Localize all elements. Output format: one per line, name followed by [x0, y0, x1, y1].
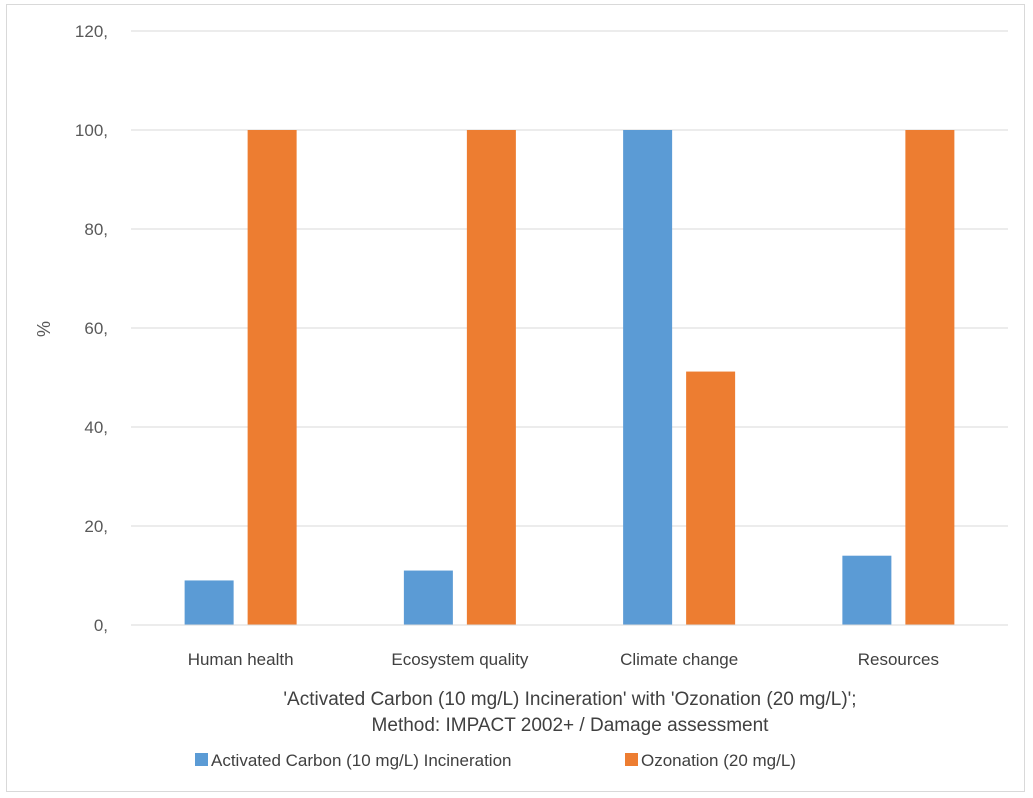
category-label: Climate change — [620, 650, 738, 669]
bar-activated-carbon — [184, 580, 234, 625]
y-tick-label: 20, — [84, 517, 108, 536]
legend-label: Activated Carbon (10 mg/L) Incineration — [211, 751, 512, 770]
category-labels: Human health Ecosystem quality Climate cha… — [188, 650, 939, 669]
legend-swatch — [195, 753, 208, 766]
y-tick-labels: 0, 20, 40, 60, 80, 100, 120, — [75, 22, 108, 635]
category-label: Resources — [858, 650, 939, 669]
bar-ozonation — [466, 130, 516, 625]
y-tick-label: 0, — [94, 616, 108, 635]
legend: Activated Carbon (10 mg/L) Incineration O… — [195, 751, 796, 770]
legend-label: Ozonation (20 mg/L) — [641, 751, 796, 770]
y-tick-label: 60, — [84, 319, 108, 338]
x-axis-label-line-1: 'Activated Carbon (10 mg/L) Incineration… — [283, 689, 856, 710]
bar-ozonation — [247, 130, 297, 625]
bar-activated-carbon — [403, 570, 453, 625]
y-axis-label: % — [34, 321, 54, 337]
bar-activated-carbon — [623, 130, 673, 625]
y-tick-label: 100, — [75, 121, 108, 140]
bar-ozonation — [686, 371, 736, 625]
category-label: Human health — [188, 650, 294, 669]
y-tick-label: 120, — [75, 22, 108, 41]
bars — [184, 130, 955, 625]
bar-activated-carbon — [842, 555, 892, 625]
category-label: Ecosystem quality — [391, 650, 528, 669]
legend-swatch — [625, 753, 638, 766]
y-tick-label: 80, — [84, 220, 108, 239]
bar-ozonation — [905, 130, 955, 625]
y-tick-label: 40, — [84, 418, 108, 437]
x-axis-label-line-2: Method: IMPACT 2002+ / Damage assessment — [372, 715, 770, 736]
